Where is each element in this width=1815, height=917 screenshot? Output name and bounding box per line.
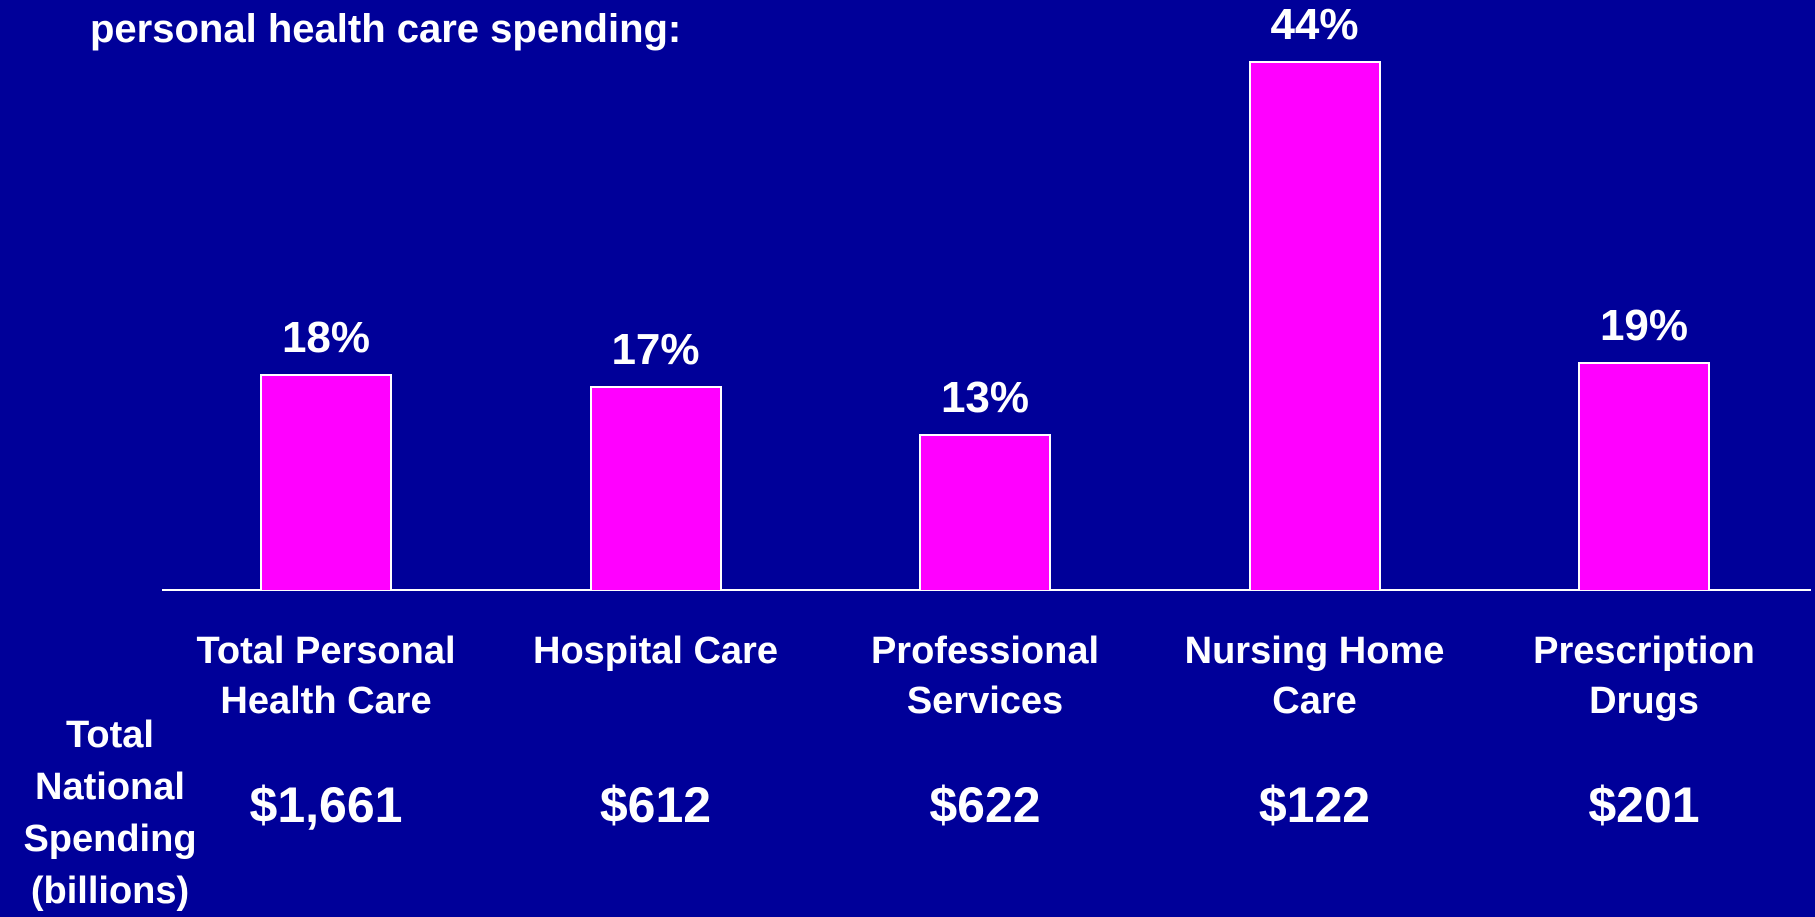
value-label: 17% — [611, 324, 700, 374]
spending-value: $1,661 — [249, 777, 403, 833]
spending-value: $622 — [929, 777, 1041, 833]
category-label: Hospital Care — [533, 630, 778, 672]
value-label: 19% — [1599, 300, 1689, 350]
bar — [260, 373, 392, 590]
category-label: Prescription Drugs — [1533, 630, 1755, 722]
bar — [589, 385, 722, 590]
value-label: 18% — [281, 312, 371, 362]
value-label: 44% — [1270, 0, 1359, 49]
value-label: 13% — [940, 372, 1030, 422]
bar — [919, 433, 1051, 590]
category-label: Nursing Home Care — [1184, 630, 1445, 722]
spending-label: Total National Spending (billions) — [23, 714, 197, 912]
spending-value: $612 — [599, 777, 712, 833]
chart-title: personal health care spending: — [90, 7, 682, 51]
category-label: Total Personal Health Care — [196, 630, 456, 722]
category-label: Professional Services — [870, 630, 1100, 722]
spending-value: $201 — [1588, 777, 1700, 833]
bar — [1578, 361, 1710, 590]
baseline — [162, 589, 1811, 591]
spending-value: $122 — [1258, 777, 1371, 833]
bar — [1248, 61, 1381, 590]
